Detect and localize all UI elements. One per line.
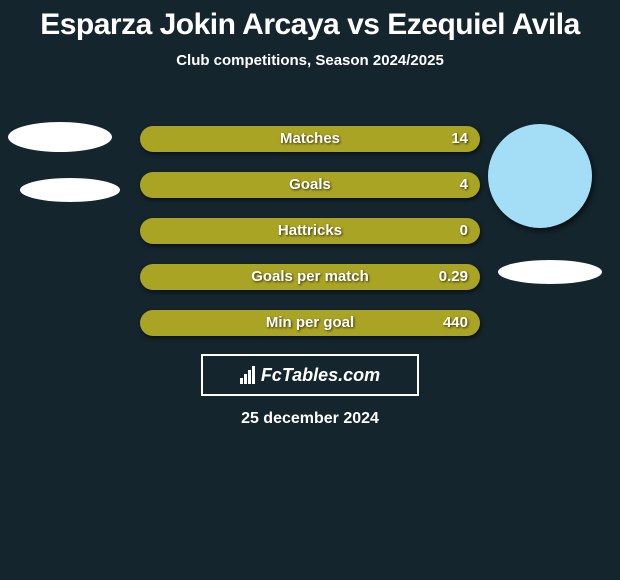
player-left-body-ellipse — [20, 178, 120, 202]
player-right-head-circle — [488, 124, 592, 228]
stat-bar-right — [140, 264, 480, 290]
stat-bar-right — [140, 218, 480, 244]
stat-row: Min per goal440 — [140, 310, 480, 336]
player-right-body-ellipse — [498, 260, 602, 284]
brand-text: FcTables.com — [261, 365, 380, 386]
stat-row: Matches14 — [140, 126, 480, 152]
stat-bar-right — [140, 126, 480, 152]
page-title: Esparza Jokin Arcaya vs Ezequiel Avila — [0, 0, 620, 42]
stat-row: Goals4 — [140, 172, 480, 198]
stat-row: Goals per match0.29 — [140, 264, 480, 290]
comparison-bar-chart: Matches14 Goals4 Hattricks0 Goals per match… — [140, 126, 480, 356]
comparison-infographic: Esparza Jokin Arcaya vs Ezequiel Avila C… — [0, 0, 620, 580]
stat-bar-right — [140, 310, 480, 336]
bar-chart-icon — [240, 366, 255, 384]
generated-date: 25 december 2024 — [0, 410, 620, 428]
player-left-head-ellipse — [8, 122, 112, 152]
page-subtitle: Club competitions, Season 2024/2025 — [0, 52, 620, 69]
stat-row: Hattricks0 — [140, 218, 480, 244]
brand-badge: FcTables.com — [201, 354, 419, 396]
stat-bar-right — [140, 172, 480, 198]
